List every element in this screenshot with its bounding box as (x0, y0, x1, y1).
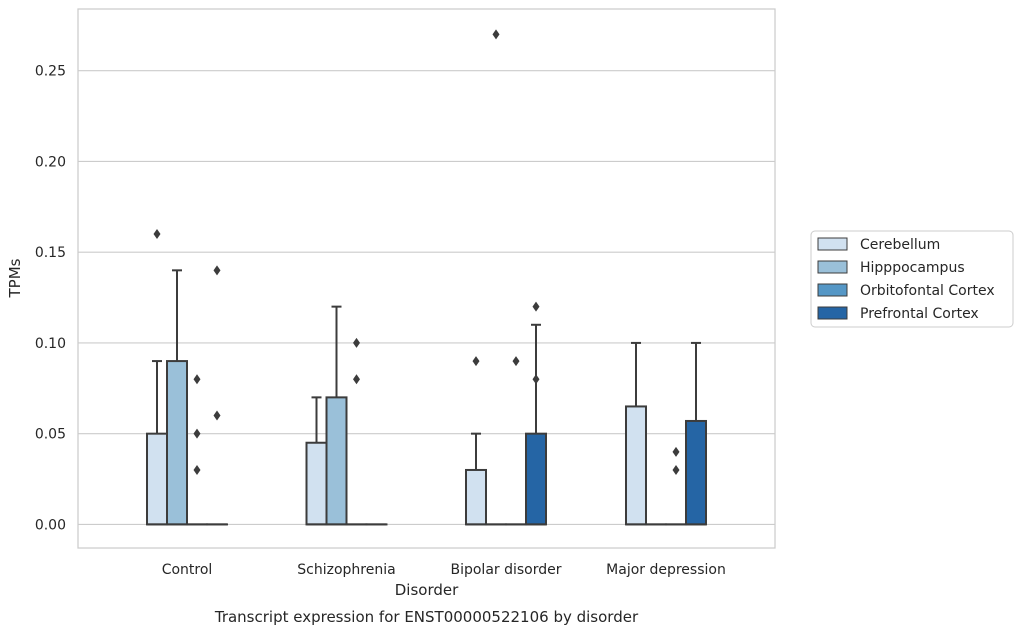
legend-swatch (818, 238, 847, 250)
box-body (626, 406, 646, 524)
outlier-point (533, 374, 540, 384)
box-body (147, 434, 167, 525)
box-cerebellum (626, 343, 646, 524)
legend-swatch (818, 284, 847, 296)
y-tick-label: 0.25 (35, 64, 66, 80)
legend-swatch (818, 307, 847, 319)
box-body (327, 397, 347, 524)
y-tick-label: 0.10 (35, 336, 66, 352)
y-tick-layer: 0.00 0.05 0.10 0.15 0.20 0.25 (35, 64, 66, 534)
y-tick-label: 0.15 (35, 245, 66, 261)
outlier-point (493, 29, 500, 39)
legend: Cerebellum Hipppocampus Orbitofontal Corte… (811, 231, 1013, 327)
box-cerebellum (307, 397, 327, 524)
box-prefrontal-cortex (526, 302, 546, 525)
outlier-point (214, 265, 221, 275)
x-tick-label: Control (162, 562, 213, 578)
box-hipppocampus (486, 29, 506, 524)
box-body (466, 470, 486, 524)
outlier-point (353, 374, 360, 384)
chart-caption: Transcript expression for ENST0000052210… (214, 608, 639, 626)
box-prefrontal-cortex (207, 265, 227, 524)
box-cerebellum (466, 356, 486, 524)
outlier-point (214, 411, 221, 421)
x-axis-label: Disorder (395, 581, 459, 599)
box-layer (147, 29, 706, 524)
outlier-point (533, 302, 540, 312)
box-orbitofontal-cortex (506, 356, 526, 524)
legend-label: Hipppocampus (860, 260, 965, 276)
outlier-point (353, 338, 360, 348)
box-body (167, 361, 187, 524)
y-tick-label: 0.20 (35, 154, 66, 170)
x-tick-label: Major depression (606, 562, 726, 578)
outlier-point (673, 465, 680, 475)
y-tick-label: 0.05 (35, 427, 66, 443)
outlier-point (194, 465, 201, 475)
box-orbitofontal-cortex (666, 447, 686, 525)
legend-swatch (818, 261, 847, 273)
box-hipppocampus (327, 307, 347, 525)
outlier-point (513, 356, 520, 366)
outlier-point (673, 447, 680, 457)
box-hipppocampus (167, 270, 187, 524)
legend-label: Orbitofontal Cortex (860, 283, 995, 299)
box-cerebellum (147, 229, 167, 524)
y-tick-label: 0.00 (35, 517, 66, 533)
box-body (307, 443, 327, 525)
outlier-point (154, 229, 161, 239)
y-axis-label: TPMs (6, 258, 24, 298)
box-orbitofontal-cortex (347, 338, 367, 524)
legend-label: Prefrontal Cortex (860, 306, 979, 322)
x-tick-label: Bipolar disorder (450, 562, 561, 578)
outlier-point (194, 429, 201, 439)
outlier-point (194, 374, 201, 384)
x-tick-layer: Control Schizophrenia Bipolar disorder Majo… (162, 562, 726, 578)
outlier-point (473, 356, 480, 366)
legend-label: Cerebellum (860, 237, 940, 253)
box-prefrontal-cortex (686, 343, 706, 524)
box-orbitofontal-cortex (187, 374, 207, 524)
x-tick-label: Schizophrenia (297, 562, 395, 578)
box-body (526, 434, 546, 525)
box-body (686, 421, 706, 524)
